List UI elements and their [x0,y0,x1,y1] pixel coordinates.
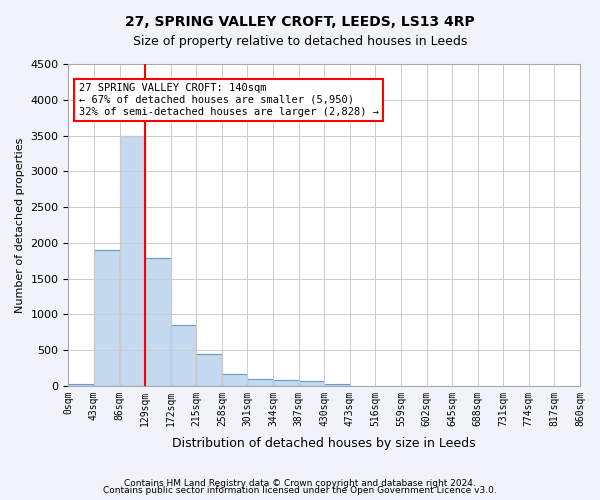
Bar [196,354,222,386]
Bar [145,258,171,386]
Bar [94,250,119,386]
Text: 27, SPRING VALLEY CROFT, LEEDS, LS13 4RP: 27, SPRING VALLEY CROFT, LEEDS, LS13 4RP [125,15,475,29]
Text: 27 SPRING VALLEY CROFT: 140sqm
← 67% of detached houses are smaller (5,950)
32% : 27 SPRING VALLEY CROFT: 140sqm ← 67% of … [79,84,379,116]
Text: Size of property relative to detached houses in Leeds: Size of property relative to detached ho… [133,35,467,48]
Text: Contains public sector information licensed under the Open Government Licence v3: Contains public sector information licen… [103,486,497,495]
Bar [171,325,196,386]
Y-axis label: Number of detached properties: Number of detached properties [15,137,25,312]
Bar [119,136,145,386]
Bar [324,384,350,386]
Bar [273,380,299,386]
Text: Contains HM Land Registry data © Crown copyright and database right 2024.: Contains HM Land Registry data © Crown c… [124,478,476,488]
Bar [247,378,273,386]
Bar [222,374,247,386]
Bar [68,384,94,386]
Bar [299,382,324,386]
X-axis label: Distribution of detached houses by size in Leeds: Distribution of detached houses by size … [172,437,476,450]
